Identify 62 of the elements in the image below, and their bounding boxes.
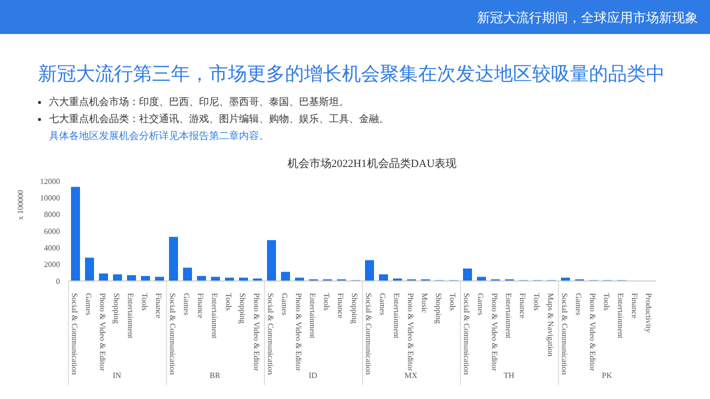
x-tick-label: Shopping — [350, 293, 359, 324]
text: 新冠大流行期间，全球应用市场新现象 — [477, 9, 698, 27]
x-tick-label: Entertainment — [504, 293, 513, 340]
y-tick-label: 0 — [56, 276, 60, 286]
x-tick-label: Tools — [448, 293, 457, 311]
x-tick-label: Tools — [532, 293, 541, 311]
x-axis-title: ID — [308, 371, 318, 380]
y-axis-title: x 100000 — [16, 189, 26, 222]
x-tick-label: Social & Communication — [168, 293, 177, 375]
text: 新冠大流行第三年，市场更多的增长机会聚集在次发达地区较吸量的品类中 — [38, 63, 665, 87]
x-tick-label: Entertainment — [392, 293, 401, 340]
x-tick-label: Photo & Video & Editor — [406, 293, 415, 372]
x-tick-label: Entertainment — [126, 293, 135, 340]
x-tick-label: Finance — [336, 293, 345, 319]
x-tick-label: Finance — [154, 293, 163, 319]
x-tick-label: Social & Communication — [462, 293, 471, 375]
x-tick-label: Finance — [518, 293, 527, 319]
x-tick-label: Social & Communication — [364, 293, 373, 375]
y-tick-label: 6000 — [44, 226, 60, 236]
x-tick-label: Tools — [140, 293, 149, 311]
x-tick-label: Games — [84, 293, 93, 316]
x-tick-label: Entertainment — [308, 293, 317, 340]
x-tick-label: Shopping — [112, 293, 121, 324]
y-tick-label: 10000 — [40, 194, 60, 203]
x-tick-label: Photo & Video & Editor — [294, 293, 303, 372]
y-tick-label: 8000 — [44, 210, 60, 220]
x-axis-title: PK — [602, 371, 612, 380]
text: 七大重点机会品类：社交通讯、游戏、图片编辑、购物、娱乐、工具、金融。 — [49, 114, 389, 125]
text: 机会市场2022H1机会品类DAU表现 — [286, 156, 458, 171]
x-tick-label: Tools — [602, 293, 611, 311]
x-tick-label: Entertainment — [210, 293, 219, 340]
text: 六大重点机会市场：印度、巴西、印尼、墨西哥、泰国、巴基斯坦。 — [49, 97, 349, 108]
x-tick-label: Tools — [322, 293, 331, 311]
y-tick-label: 12000 — [40, 176, 60, 186]
x-tick-label: Shopping — [238, 293, 247, 324]
x-tick-label: Music — [420, 293, 429, 314]
x-axis-title: MX — [404, 371, 418, 380]
x-tick-label: Games — [378, 293, 387, 316]
x-tick-label: Shopping — [434, 293, 443, 324]
x-tick-label: Finance — [630, 293, 639, 319]
x-tick-label: Maps & Navigation — [546, 293, 555, 357]
x-tick-label: Games — [476, 293, 485, 316]
x-tick-label: Social & Communication — [266, 293, 275, 375]
x-tick-label: Finance — [196, 293, 205, 319]
x-tick-label: Games — [574, 293, 583, 316]
x-tick-label: Photo & Video & Editor — [252, 293, 261, 372]
x-tick-label: Games — [182, 293, 191, 316]
x-axis-title: BR — [210, 371, 220, 380]
y-tick-label: 4000 — [44, 244, 60, 253]
x-tick-label: Photo & Video & Editor — [588, 293, 597, 372]
x-axis-title: IN — [112, 371, 122, 380]
x-tick-label: Photo & Video & Editor — [490, 293, 499, 372]
x-axis-title: TH — [504, 371, 514, 380]
y-tick-label: 2000 — [44, 260, 60, 270]
x-tick-label: Entertainment — [616, 293, 625, 340]
x-tick-label: Productivity — [644, 293, 653, 333]
x-tick-label: Photo & Video & Editor — [98, 293, 107, 372]
x-tick-label: Social & Communication — [70, 293, 79, 375]
x-tick-label: Social & Communication — [560, 293, 569, 375]
text: 具体各地区发展机会分析详见本报告第二章内容。 — [49, 130, 269, 143]
x-tick-label: Games — [280, 293, 289, 316]
x-tick-label: Tools — [224, 293, 233, 311]
